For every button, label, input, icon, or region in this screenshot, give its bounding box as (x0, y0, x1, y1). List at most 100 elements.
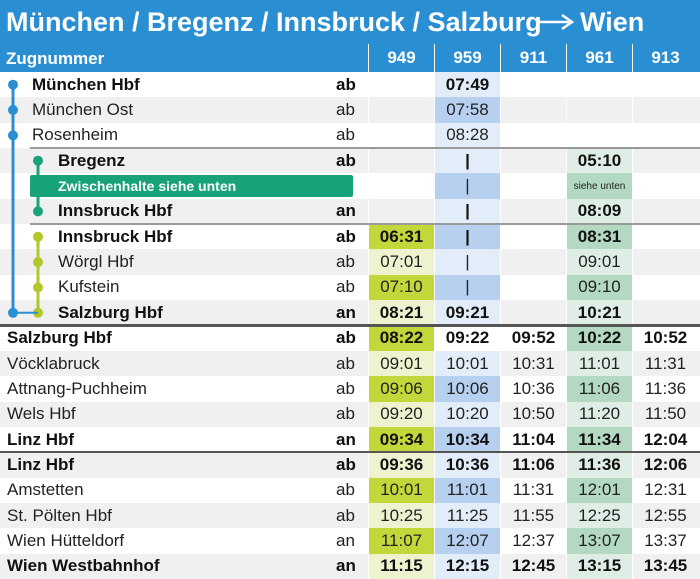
station: Bregenz (58, 150, 126, 170)
title-bar: München / Bregenz / Innsbruck / Salzburg… (0, 0, 700, 44)
time-cell: 11:25 (434, 502, 500, 529)
time-cell: 11:07 (368, 528, 434, 554)
station: Wien Hütteldorf (7, 530, 125, 550)
station: Rosenheim (32, 125, 118, 145)
time-cell: 09:52 (500, 325, 566, 351)
time-cell (632, 97, 698, 123)
station: Innsbruck Hbf (58, 201, 173, 221)
time-cell: 09:20 (368, 401, 434, 427)
time-cell: 12:37 (500, 528, 566, 554)
arr-dep: ab (336, 277, 355, 297)
time-cell (368, 148, 434, 174)
arr-dep: ab (336, 150, 356, 170)
row-bg (0, 122, 700, 149)
time-cell: 10:22 (566, 325, 632, 351)
time-cell: 12:01 (566, 477, 632, 503)
time-cell: 12:25 (566, 502, 632, 529)
arr-dep: an (336, 201, 356, 221)
time-cell: 05:10 (566, 148, 632, 174)
time-cell: 10:31 (500, 350, 566, 377)
time-cell: 11:36 (632, 376, 698, 402)
station: München Ost (32, 100, 134, 120)
time-cell: 10:25 (368, 502, 434, 529)
arr-dep: ab (336, 378, 355, 398)
row-bg (0, 72, 700, 98)
time-cell: 12:06 (632, 452, 698, 478)
time-cell (500, 249, 566, 275)
arr-dep: ab (336, 125, 355, 145)
arr-dep: an (336, 556, 356, 576)
time-cell: 12:31 (632, 477, 698, 503)
arrow (538, 13, 575, 31)
train-number: 911 (500, 44, 566, 72)
time-cell: 11:34 (566, 426, 632, 453)
time-cell (500, 148, 566, 174)
time-cell: 10:52 (632, 325, 698, 351)
time-cell: 11:55 (500, 502, 566, 529)
time-cell: 13:07 (566, 528, 632, 554)
time-cell: 10:06 (434, 376, 500, 402)
station: Innsbruck Hbf (58, 226, 173, 246)
time-cell: 07:49 (434, 72, 500, 98)
train-number: 949 (368, 44, 434, 72)
time-cell (632, 249, 698, 275)
time-cell: 12:04 (632, 426, 698, 453)
separator (0, 324, 700, 327)
time-cell (632, 274, 698, 301)
time-cell: 11:01 (434, 477, 500, 503)
arr-dep: ab (336, 353, 355, 373)
time-cell: | (434, 249, 500, 275)
arr-dep: ab (336, 454, 356, 474)
time-cell (500, 198, 566, 225)
station: Linz Hbf (7, 429, 75, 449)
separator (30, 223, 700, 225)
train-number: 913 (632, 44, 698, 72)
note-badge: Zwischenhalte siehe unten (30, 175, 353, 197)
title: München / Bregenz / Innsbruck / Salzburg (6, 7, 542, 37)
row-bg (0, 97, 700, 123)
time-cell: 09:36 (368, 452, 434, 478)
time-cell: 09:34 (368, 426, 434, 453)
station: Wien Westbahnhof (7, 556, 160, 576)
time-cell (500, 224, 566, 250)
time-cell (500, 300, 566, 326)
time-cell (632, 122, 698, 149)
station: Salzburg Hbf (58, 302, 163, 322)
time-cell: 10:21 (566, 300, 632, 326)
station: Kufstein (58, 277, 120, 297)
arr-dep: ab (336, 252, 355, 272)
arr-dep: ab (336, 328, 356, 348)
time-cell: 11:06 (566, 376, 632, 402)
arr-dep: an (336, 429, 356, 449)
station: St. Pölten Hbf (7, 505, 112, 525)
time-cell (566, 72, 632, 98)
time-cell: 11:01 (566, 350, 632, 377)
train-number: 959 (434, 44, 500, 72)
time-cell (632, 173, 698, 199)
time-cell: 11:31 (500, 477, 566, 503)
arr-dep: an (336, 302, 356, 322)
time-cell: 06:31 (368, 224, 434, 250)
separator (0, 451, 700, 454)
time-cell (500, 274, 566, 301)
time-cell: 12:55 (632, 502, 698, 529)
time-cell: | (434, 274, 500, 301)
time-cell (632, 198, 698, 225)
time-cell: | (434, 198, 500, 225)
time-cell: 09:21 (434, 300, 500, 326)
time-cell (500, 72, 566, 98)
time-cell: 12:45 (500, 553, 566, 579)
separator (30, 147, 700, 149)
time-cell: 08:22 (368, 325, 434, 351)
arr-dep: ab (336, 226, 356, 246)
time-cell (566, 97, 632, 123)
time-cell (368, 122, 434, 149)
station: München Hbf (32, 74, 140, 94)
time-cell: 09:01 (368, 350, 434, 377)
time-cell: 08:21 (368, 300, 434, 326)
time-cell (500, 97, 566, 123)
station: Wörgl Hbf (58, 252, 134, 272)
time-cell (368, 173, 434, 199)
time-cell: 09:22 (434, 325, 500, 351)
